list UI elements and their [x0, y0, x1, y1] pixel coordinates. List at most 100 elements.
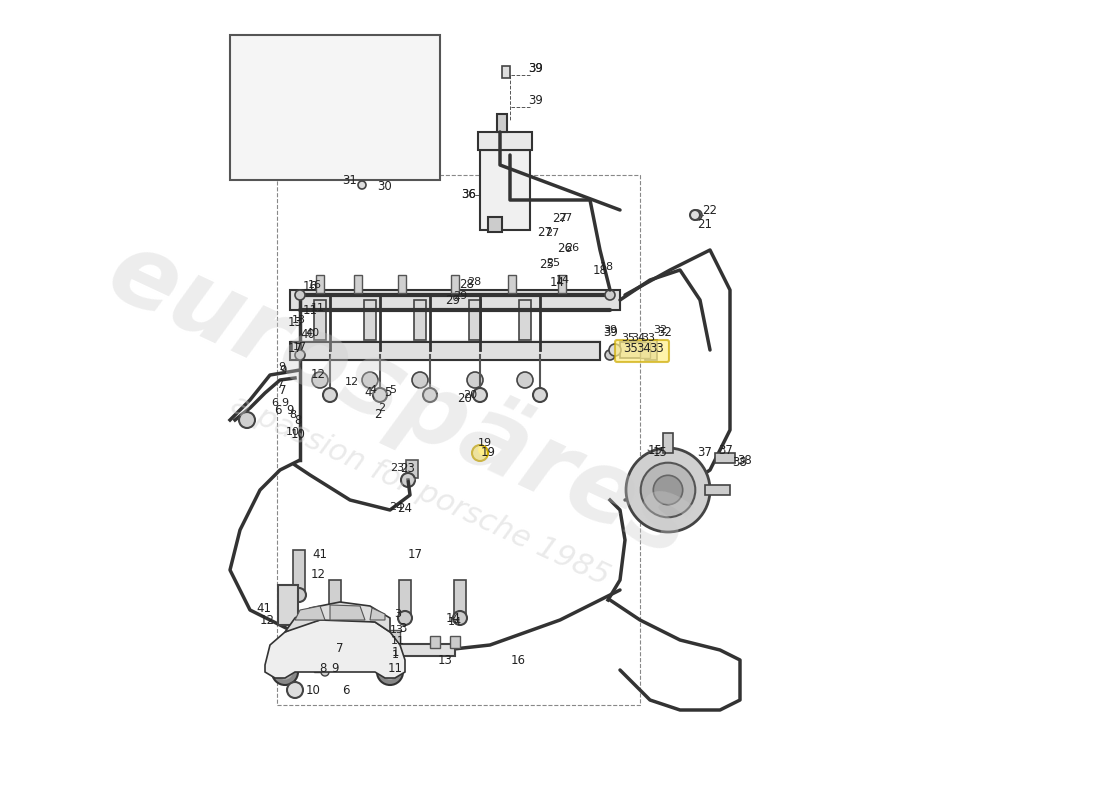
Text: 19: 19 [477, 438, 492, 448]
Bar [663, 433, 673, 453]
Text: 16: 16 [302, 281, 318, 294]
Text: 11: 11 [311, 303, 324, 313]
Text: 8: 8 [295, 414, 301, 426]
Bar [502, 66, 510, 78]
Text: 18: 18 [593, 263, 607, 277]
Circle shape [373, 388, 387, 402]
Text: 7: 7 [337, 642, 343, 654]
Text: 9: 9 [331, 662, 339, 674]
Bar [399, 580, 411, 615]
Text: 20: 20 [463, 390, 477, 400]
Text: 14: 14 [446, 611, 461, 625]
Polygon shape [370, 608, 385, 620]
Circle shape [402, 473, 415, 487]
Text: 5: 5 [389, 385, 396, 395]
Circle shape [534, 388, 547, 402]
Text: 38: 38 [733, 457, 747, 470]
Text: 19: 19 [481, 446, 495, 459]
Bar [314, 662, 324, 672]
Text: 41: 41 [256, 602, 272, 614]
Bar [620, 342, 650, 358]
Text: 9: 9 [282, 398, 288, 408]
Circle shape [605, 350, 615, 360]
Text: 3: 3 [399, 622, 407, 634]
Circle shape [412, 372, 428, 388]
Bar [430, 636, 440, 648]
Bar [497, 114, 507, 132]
Text: 11: 11 [302, 303, 318, 317]
Bar [488, 217, 502, 232]
Bar [332, 652, 340, 660]
Bar [478, 132, 532, 150]
Polygon shape [265, 618, 405, 678]
Bar [385, 644, 455, 656]
Circle shape [323, 388, 337, 402]
Text: 20: 20 [458, 391, 472, 405]
Text: 2: 2 [374, 409, 382, 422]
Text: 6: 6 [274, 403, 282, 417]
Text: 15: 15 [652, 446, 668, 459]
Bar [715, 453, 735, 463]
Text: 29: 29 [446, 294, 461, 306]
Text: 4: 4 [370, 385, 376, 395]
Text: 4: 4 [364, 386, 372, 399]
Text: 39: 39 [604, 326, 618, 339]
Circle shape [278, 665, 292, 679]
Circle shape [692, 210, 702, 220]
Text: 27: 27 [552, 211, 568, 225]
Polygon shape [285, 602, 390, 632]
Bar [230, 35, 440, 180]
Text: 41: 41 [312, 549, 328, 562]
Text: 16: 16 [510, 654, 526, 666]
Circle shape [292, 588, 306, 602]
Text: 13: 13 [390, 625, 404, 635]
Circle shape [289, 659, 301, 671]
Text: 27: 27 [538, 226, 552, 239]
Bar [329, 580, 341, 615]
Text: 8: 8 [289, 410, 297, 420]
Text: 7: 7 [279, 383, 287, 397]
Text: 35: 35 [621, 333, 635, 343]
Text: 29: 29 [453, 291, 468, 301]
Bar [316, 275, 324, 293]
Text: 3: 3 [395, 609, 402, 619]
Bar [290, 290, 620, 310]
Text: eurospäres: eurospäres [92, 222, 707, 578]
Text: 39: 39 [529, 62, 543, 74]
Text: 35: 35 [624, 342, 638, 354]
Circle shape [468, 372, 483, 388]
Bar [364, 300, 376, 340]
Bar [480, 150, 530, 230]
Circle shape [424, 388, 437, 402]
Text: 26: 26 [558, 242, 572, 254]
Bar [469, 300, 481, 340]
Circle shape [472, 445, 488, 461]
Text: a passion for porsche 1985: a passion for porsche 1985 [226, 390, 614, 590]
Text: 9: 9 [286, 403, 294, 417]
Bar [454, 580, 466, 615]
Text: 14: 14 [556, 275, 570, 285]
Bar [645, 340, 657, 360]
Text: 25: 25 [546, 258, 560, 268]
Text: 31: 31 [342, 174, 358, 186]
Text: 27: 27 [544, 228, 559, 238]
Text: 12: 12 [345, 377, 359, 387]
Text: 39: 39 [603, 325, 617, 335]
Text: 10: 10 [306, 683, 320, 697]
Circle shape [517, 372, 534, 388]
Text: 24: 24 [389, 502, 403, 512]
Circle shape [653, 475, 683, 505]
Polygon shape [290, 290, 620, 310]
Text: 23: 23 [389, 463, 404, 473]
Text: 12: 12 [310, 369, 326, 382]
Text: 7: 7 [276, 380, 284, 390]
Circle shape [239, 412, 255, 428]
Text: 14: 14 [448, 617, 462, 627]
Text: 36: 36 [462, 189, 476, 202]
Text: 28: 28 [466, 277, 481, 287]
Text: 25: 25 [540, 258, 554, 271]
Circle shape [377, 659, 403, 685]
Text: 27: 27 [558, 213, 572, 223]
Text: 6: 6 [342, 683, 350, 697]
Text: 11: 11 [387, 662, 403, 674]
